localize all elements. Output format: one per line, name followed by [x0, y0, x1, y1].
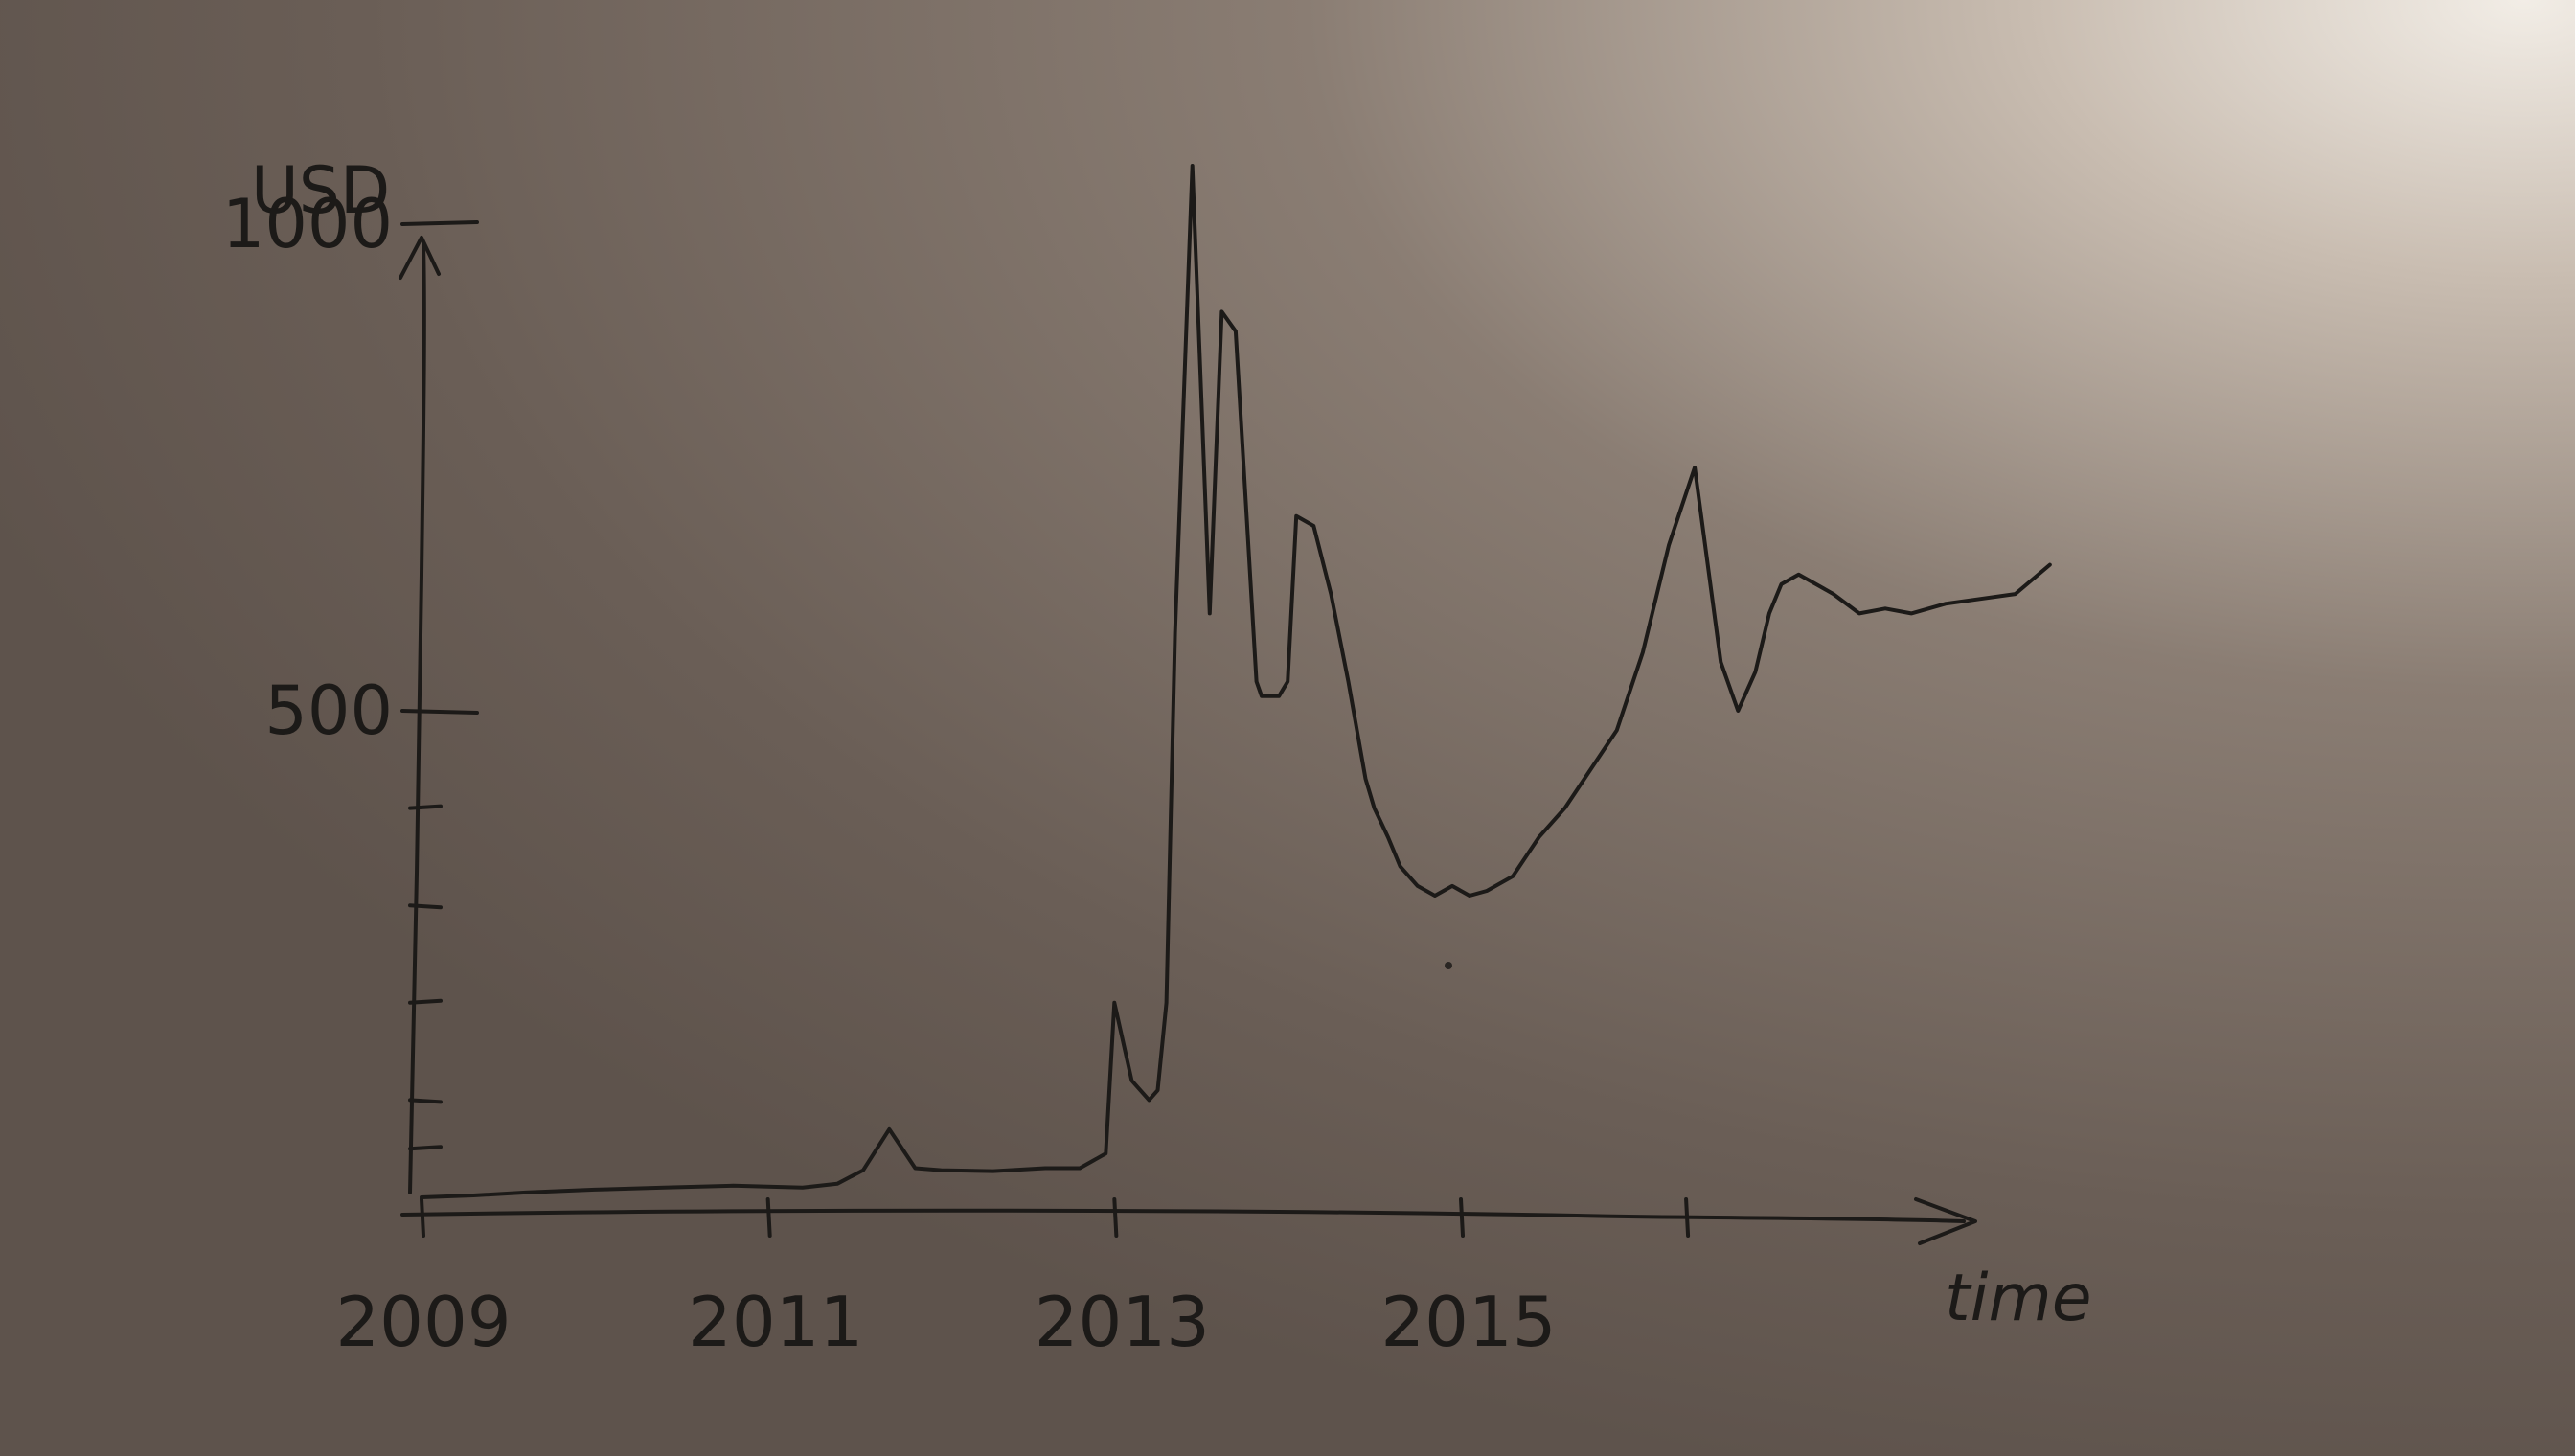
y-tick-labels: 500 1000	[222, 185, 393, 750]
marker-dot	[1445, 962, 1452, 969]
x-tick-label-2009: 2009	[335, 1282, 511, 1362]
y-tick-400	[408, 804, 443, 810]
x-tick-label-2013: 2013	[1035, 1282, 1210, 1362]
x-axis	[400, 1208, 1966, 1223]
x-tick-2011	[765, 1197, 772, 1238]
y-tick-100	[408, 1098, 443, 1104]
y-axis-arrow	[399, 236, 441, 280]
x-tick-label-2011: 2011	[688, 1282, 863, 1362]
y-tick-500	[400, 709, 479, 715]
x-axis-label: time	[1945, 1261, 2092, 1336]
y-axis	[408, 242, 426, 1194]
y-tick-label-500: 500	[264, 671, 393, 750]
y-tick-300	[408, 903, 443, 910]
x-tick-2013	[1112, 1197, 1119, 1238]
y-tick-label-1000: 1000	[222, 185, 393, 263]
y-ticks	[400, 220, 479, 1151]
y-tick-1000	[400, 220, 479, 226]
x-tick-2016.3	[1684, 1197, 1691, 1238]
y-tick-200	[408, 998, 443, 1005]
y-tick-50	[408, 1145, 443, 1151]
x-tick-label-2015: 2015	[1380, 1282, 1556, 1362]
x-axis-arrow	[1914, 1197, 1977, 1245]
x-tick-2015	[1459, 1197, 1465, 1238]
price-line	[420, 164, 2052, 1199]
x-ticks	[420, 1197, 1691, 1238]
x-tick-2009	[420, 1197, 425, 1238]
x-tick-labels: 2009 2011 2013 2015	[335, 1282, 1556, 1362]
y-axis-label: USD	[251, 153, 390, 229]
